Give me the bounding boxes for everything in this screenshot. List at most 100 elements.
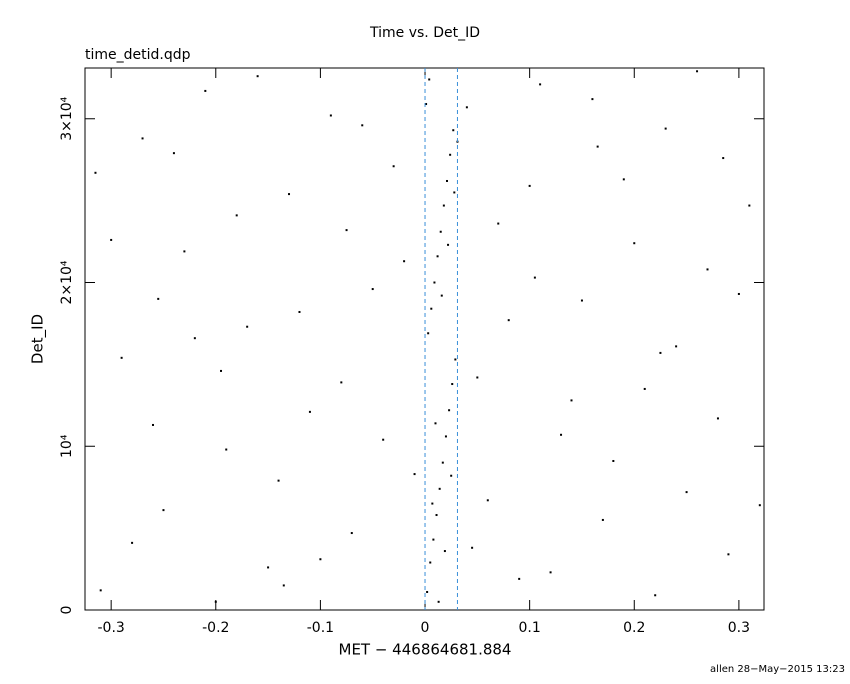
point bbox=[288, 193, 291, 196]
x-tick-label: 0.2 bbox=[623, 620, 645, 636]
point bbox=[476, 376, 479, 379]
x-tick-label: -0.2 bbox=[202, 620, 229, 636]
point bbox=[319, 558, 322, 561]
point bbox=[612, 459, 615, 462]
point bbox=[444, 435, 447, 438]
point bbox=[246, 325, 249, 328]
point bbox=[549, 571, 552, 574]
point bbox=[601, 518, 604, 521]
point bbox=[727, 553, 730, 556]
point bbox=[413, 473, 416, 476]
point bbox=[528, 184, 531, 187]
point bbox=[214, 600, 217, 603]
point bbox=[675, 345, 678, 348]
x-tick-label: -0.3 bbox=[97, 620, 124, 636]
point bbox=[737, 292, 740, 295]
point bbox=[465, 106, 468, 109]
x-axis-label: MET − 446864681.884 bbox=[339, 641, 512, 659]
point bbox=[308, 410, 311, 413]
point bbox=[267, 566, 270, 569]
plot-frame bbox=[84, 67, 765, 611]
point bbox=[518, 577, 521, 580]
point bbox=[426, 590, 429, 593]
point bbox=[449, 153, 452, 156]
point bbox=[722, 157, 725, 160]
point bbox=[659, 351, 662, 354]
point bbox=[434, 422, 437, 425]
point bbox=[447, 243, 450, 246]
point bbox=[507, 319, 510, 322]
point bbox=[371, 288, 374, 291]
x-tick-label: 0 bbox=[421, 620, 430, 636]
point bbox=[425, 103, 428, 106]
point bbox=[131, 541, 134, 544]
point bbox=[429, 561, 432, 564]
point bbox=[345, 229, 348, 232]
point bbox=[432, 538, 435, 541]
point bbox=[454, 358, 457, 361]
point bbox=[382, 438, 385, 441]
point bbox=[141, 137, 144, 140]
x-tick-label: 0.3 bbox=[728, 620, 750, 636]
point bbox=[430, 307, 433, 310]
point bbox=[157, 297, 160, 300]
point bbox=[451, 383, 454, 386]
point bbox=[220, 369, 223, 372]
point bbox=[580, 299, 583, 302]
point bbox=[440, 294, 443, 297]
point bbox=[685, 491, 688, 494]
x-tick-label: -0.1 bbox=[307, 620, 334, 636]
point bbox=[570, 399, 573, 402]
point bbox=[445, 179, 448, 182]
point bbox=[204, 89, 207, 92]
point bbox=[433, 281, 436, 284]
point bbox=[716, 417, 719, 420]
point bbox=[428, 78, 431, 81]
point bbox=[748, 204, 751, 207]
point bbox=[152, 423, 155, 426]
point bbox=[497, 222, 500, 225]
point bbox=[427, 332, 430, 335]
point bbox=[560, 433, 563, 436]
point bbox=[437, 600, 440, 603]
point bbox=[183, 250, 186, 253]
point bbox=[225, 448, 228, 451]
point bbox=[361, 124, 364, 127]
point bbox=[664, 127, 667, 130]
point bbox=[392, 165, 395, 168]
point bbox=[350, 532, 353, 535]
point bbox=[442, 204, 445, 207]
y-axis-label: Det_ID bbox=[29, 314, 48, 364]
point bbox=[591, 98, 594, 101]
point bbox=[596, 145, 599, 148]
y-tick-label: 0 bbox=[59, 606, 75, 615]
point bbox=[282, 584, 285, 587]
point bbox=[340, 381, 343, 384]
chart-subtitle: time_detid.qdp bbox=[85, 47, 191, 63]
point bbox=[436, 255, 439, 258]
point bbox=[439, 230, 442, 233]
point bbox=[471, 546, 474, 549]
y-tick-label: 2×10⁴ bbox=[59, 260, 75, 304]
point bbox=[94, 171, 97, 174]
point bbox=[539, 83, 542, 86]
point bbox=[120, 356, 123, 359]
point bbox=[193, 337, 196, 340]
point bbox=[99, 589, 102, 592]
point bbox=[441, 461, 444, 464]
point bbox=[435, 514, 438, 517]
footer: allen 28−May−2015 13:23 bbox=[710, 664, 845, 675]
point bbox=[622, 178, 625, 181]
point bbox=[452, 129, 455, 132]
point bbox=[696, 70, 699, 73]
point bbox=[438, 487, 441, 490]
x-tick-label: 0.1 bbox=[519, 620, 541, 636]
point bbox=[633, 242, 636, 245]
point bbox=[643, 387, 646, 390]
point bbox=[706, 268, 709, 271]
point bbox=[277, 479, 280, 482]
point bbox=[450, 474, 453, 477]
y-tick-label: 10⁴ bbox=[59, 434, 75, 458]
point bbox=[448, 409, 451, 412]
